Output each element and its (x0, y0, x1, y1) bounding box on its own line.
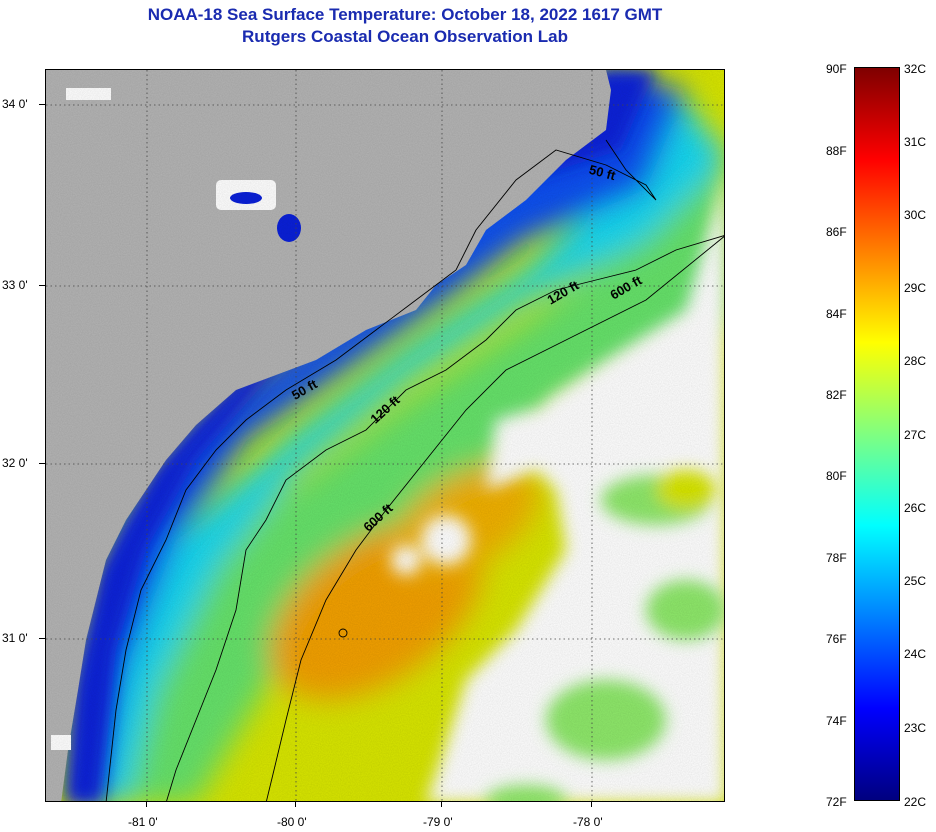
colorbar-f-82: 82F (826, 388, 847, 402)
lat-label-34: 34 0' (2, 97, 28, 111)
colorbar-f-78: 78F (826, 551, 847, 565)
colorbar-c-25: 25C (904, 574, 927, 588)
colorbar-f-86: 86F (826, 225, 847, 239)
colorbar-f-74: 74F (826, 714, 847, 728)
lon-tick (146, 802, 147, 807)
lat-tick (39, 638, 45, 639)
colorbar-c-24: 24C (904, 647, 927, 661)
colorbar-c-23: 23C (904, 721, 927, 735)
colorbar-c-28: 28C (904, 354, 927, 368)
colorbar-f-72: 72F (826, 795, 847, 809)
contour-50ft-line (105, 139, 657, 801)
colorbar-c-26: 26C (904, 501, 927, 515)
lat-tick (39, 104, 45, 105)
speckle-texture (46, 70, 724, 801)
lon-tick (591, 802, 592, 807)
contour-600ft-line (266, 236, 724, 801)
colorbar-f-84: 84F (826, 307, 847, 321)
map-title: NOAA-18 Sea Surface Temperature: October… (147, 5, 663, 24)
graticule (46, 70, 724, 801)
lon-tick (441, 802, 442, 807)
colorbar-f-80: 80F (826, 469, 847, 483)
lat-tick (39, 285, 45, 286)
contour-120ft-line (166, 235, 724, 801)
temperature-colorbar (854, 67, 900, 801)
colorbar-c-22: 22C (904, 795, 927, 809)
colorbar-c-31: 31C (904, 135, 927, 149)
contour-ring (338, 628, 348, 638)
lon-tick (295, 802, 296, 807)
map-subtitle: Rutgers Coastal Ocean Observation Lab (242, 27, 568, 46)
colorbar-f-76: 76F (826, 632, 847, 646)
colorbar-f-88: 88F (826, 144, 847, 158)
colorbar-c-30: 30C (904, 208, 927, 222)
lon-label-81: -81 0' (128, 815, 158, 829)
colorbar-c-32: 32C (904, 62, 927, 76)
lat-label-32: 32 0' (2, 456, 28, 470)
lat-tick (39, 463, 45, 464)
sst-map-canvas (46, 70, 724, 801)
colorbar-f-90: 90F (826, 62, 847, 76)
colorbar-c-29: 29C (904, 281, 927, 295)
lon-label-79: -79 0' (423, 815, 453, 829)
sst-map[interactable]: 50 ft 120 ft 600 ft 50 ft 120 ft 600 ft (45, 69, 725, 802)
lat-label-33: 33 0' (2, 278, 28, 292)
lon-label-80: -80 0' (277, 815, 307, 829)
isobath-contours (105, 139, 724, 801)
lon-label-78: -78 0' (573, 815, 603, 829)
colorbar-c-27: 27C (904, 428, 927, 442)
lat-label-31: 31 0' (2, 631, 28, 645)
